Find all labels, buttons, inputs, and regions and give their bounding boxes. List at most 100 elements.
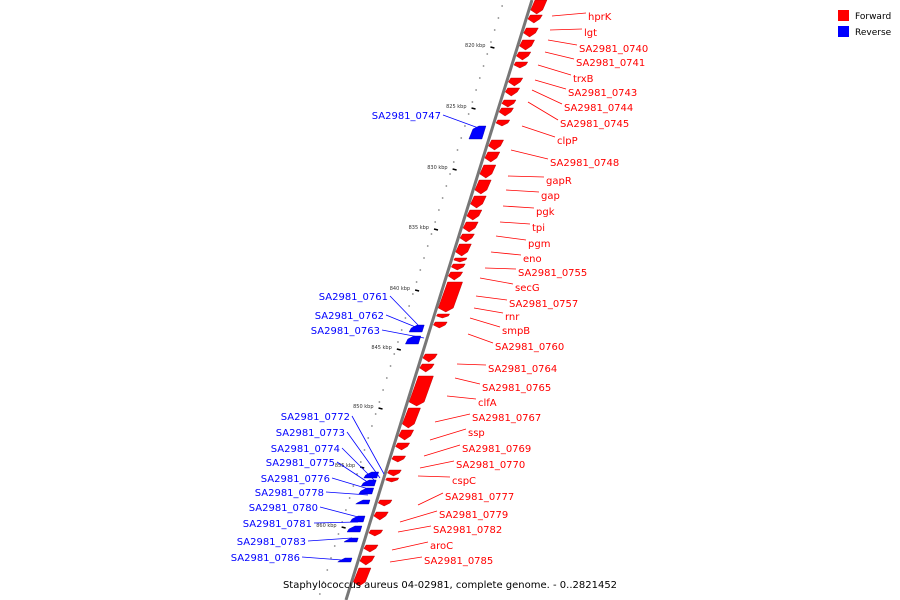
track-dot: [389, 365, 392, 367]
gene-label-smpb: smpB: [502, 326, 530, 337]
track-dot: [378, 401, 381, 403]
track-dot: [493, 29, 496, 31]
forward-gene: [459, 233, 475, 243]
gene-label-sa2981-0777: SA2981_0777: [445, 492, 514, 503]
forward-label-leader: [469, 317, 501, 328]
track-dot: [371, 425, 373, 427]
forward-gene: [373, 511, 389, 521]
track-dot: [382, 389, 384, 391]
gene-label-clfa: clfA: [478, 398, 497, 409]
forward-label-leader: [510, 149, 549, 160]
forward-gene: [508, 77, 524, 87]
tick-mark: [433, 228, 439, 231]
track-dot: [452, 161, 455, 163]
forward-gene: [408, 375, 434, 407]
gene-label-sa2981-0779: SA2981_0779: [439, 510, 508, 521]
forward-label-leader: [419, 460, 455, 469]
gene-label-lgt: lgt: [584, 28, 597, 39]
forward-gene: [436, 313, 451, 319]
forward-gene: [451, 263, 466, 271]
forward-label-leader: [456, 363, 487, 366]
forward-label-leader: [391, 541, 429, 551]
forward-gene: [359, 555, 375, 566]
track-dot: [374, 413, 377, 415]
tick-layer: 820 kbp 825 kbp 830 kbp 835 kbp 840 kbp 845 k…: [316, 43, 495, 529]
gene-label-sa2981-0755: SA2981_0755: [518, 268, 587, 279]
track-dot: [400, 329, 403, 331]
reverse-gene: [408, 324, 425, 333]
forward-label-leader: [527, 101, 559, 121]
forward-gene: [484, 151, 501, 163]
gene-label-sa2981-0770: SA2981_0770: [456, 460, 525, 471]
gene-label-sa2981-0786: SA2981_0786: [231, 553, 300, 564]
gene-layer: [337, 0, 548, 587]
track-dot: [464, 125, 466, 127]
track-dot: [434, 221, 437, 223]
forward-gene: [504, 87, 521, 97]
gene-label-sa2981-0747: SA2981_0747: [372, 111, 441, 122]
tick-mark: [341, 526, 346, 529]
track-dot: [348, 497, 351, 499]
reverse-gene: [337, 557, 353, 563]
gene-label-sa2981-0748: SA2981_0748: [550, 158, 619, 169]
gene-label-sa2981-0780: SA2981_0780: [249, 503, 318, 514]
forward-gene: [395, 442, 411, 451]
reverse-label-leader: [389, 295, 419, 326]
forward-label-leader: [490, 251, 522, 256]
forward-gene: [422, 353, 438, 363]
track-dot: [438, 209, 440, 211]
tick-label: 860 kbp: [316, 523, 336, 529]
gene-label-gap: gap: [541, 191, 560, 202]
gene-label-sa2981-0783: SA2981_0783: [237, 537, 306, 548]
reverse-label-leader: [346, 431, 381, 479]
forward-label-leader: [417, 492, 444, 506]
track-dot: [322, 581, 325, 583]
forward-gene: [516, 51, 532, 61]
forward-gene: [527, 14, 543, 24]
gene-label-eno: eno: [523, 254, 542, 265]
gene-label-sa2981-0778: SA2981_0778: [255, 488, 324, 499]
forward-label-leader: [454, 377, 481, 385]
forward-label-leader: [549, 28, 583, 31]
reverse-label-leader: [325, 491, 369, 496]
legend-forward-swatch: [838, 10, 849, 21]
forward-gene: [377, 499, 393, 507]
forward-gene: [353, 567, 372, 587]
forward-label-leader: [551, 12, 587, 17]
forward-gene: [530, 0, 548, 15]
reverse-label-leader: [381, 329, 425, 339]
gene-label-sa2981-0764: SA2981_0764: [488, 364, 557, 375]
reverse-gene: [346, 525, 363, 533]
track-dot: [411, 293, 414, 295]
gene-label-sa2981-0773: SA2981_0773: [276, 428, 345, 439]
tick-label: 830 kbp: [427, 165, 447, 171]
track-dot: [333, 545, 336, 547]
forward-label-leader: [495, 235, 527, 241]
forward-gene: [438, 281, 463, 313]
forward-gene: [368, 529, 384, 537]
gene-label-sa2981-0757: SA2981_0757: [509, 299, 578, 310]
track-dot: [497, 17, 500, 19]
reverse-label-leader: [313, 521, 359, 524]
gene-label-sa2981-0762: SA2981_0762: [315, 311, 384, 322]
reverse-label-leader: [385, 314, 419, 329]
forward-label-leader: [399, 510, 438, 523]
gene-label-trxb: trxB: [573, 74, 594, 85]
forward-gene: [385, 477, 400, 483]
reverse-gene: [405, 335, 422, 345]
track-dot: [385, 377, 388, 379]
forward-label-leader: [505, 189, 540, 193]
forward-gene: [470, 195, 487, 209]
legend-reverse-label: Reverse: [855, 28, 892, 38]
gene-label-secg: secG: [515, 283, 540, 294]
forward-gene: [462, 221, 479, 233]
track-dot: [359, 461, 362, 463]
forward-label-leader: [417, 475, 451, 478]
forward-label-leader: [473, 307, 504, 314]
forward-label-leader: [479, 277, 514, 285]
track-dot: [330, 557, 332, 559]
track-dot: [478, 77, 481, 79]
track-dot: [490, 41, 492, 43]
forward-gene: [501, 99, 517, 108]
track-dot: [449, 173, 451, 175]
